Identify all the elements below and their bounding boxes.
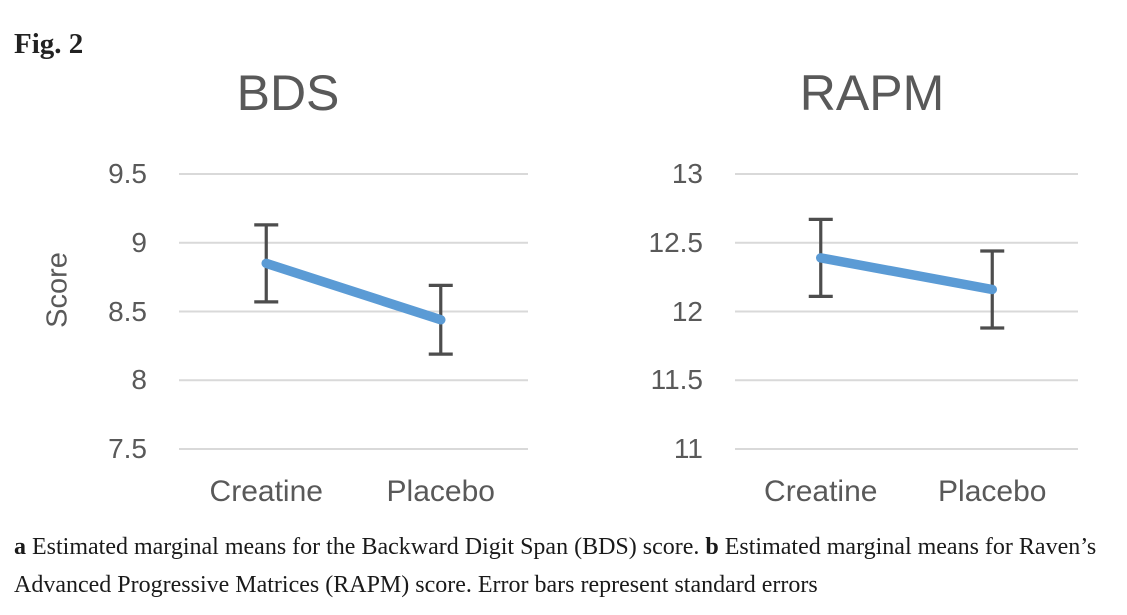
y-tick-label: 11 bbox=[673, 433, 703, 464]
y-tick-label: 12.5 bbox=[648, 226, 704, 258]
x-tick-label: Creatine bbox=[209, 475, 323, 508]
figure-label: Fig. 2 bbox=[14, 28, 84, 60]
chart-title: BDS bbox=[236, 65, 340, 121]
y-tick-label: 8 bbox=[131, 364, 147, 396]
figure-caption: a Estimated marginal means for the Backw… bbox=[14, 528, 1114, 604]
caption-text: Estimated marginal means for Raven’s Adv… bbox=[14, 534, 1097, 598]
chart-panel-rapm: RAPM 13 12.5 12 11.5 11 Creatine Placebo bbox=[649, 68, 1078, 508]
y-tick-label: 13 bbox=[671, 158, 703, 189]
y-tick-label: 8.5 bbox=[108, 295, 147, 327]
chart-title: RAPM bbox=[799, 65, 945, 121]
plot-svg bbox=[735, 173, 1078, 450]
y-tick-label: 7.5 bbox=[108, 433, 147, 464]
caption-text: Estimated marginal means for the Backwar… bbox=[26, 534, 706, 560]
y-tick-label: 12 bbox=[671, 295, 703, 327]
y-tick-label: 9.5 bbox=[108, 158, 147, 189]
caption-panel-marker: b bbox=[705, 534, 719, 560]
x-tick-label: Placebo bbox=[386, 475, 495, 508]
y-tick-label: 11.5 bbox=[650, 364, 703, 396]
x-tick-label: Creatine bbox=[764, 475, 878, 508]
x-tick-label: Placebo bbox=[938, 475, 1047, 508]
data-line bbox=[261, 258, 446, 325]
data-line bbox=[816, 253, 997, 295]
chart-panel-bds: BDS Score 9.5 9 8.5 8 7.5 Creatine Placebo bbox=[42, 68, 528, 508]
y-tick-label: 9 bbox=[131, 226, 147, 258]
caption-panel-marker: a bbox=[14, 534, 26, 560]
plot-svg bbox=[179, 173, 528, 450]
